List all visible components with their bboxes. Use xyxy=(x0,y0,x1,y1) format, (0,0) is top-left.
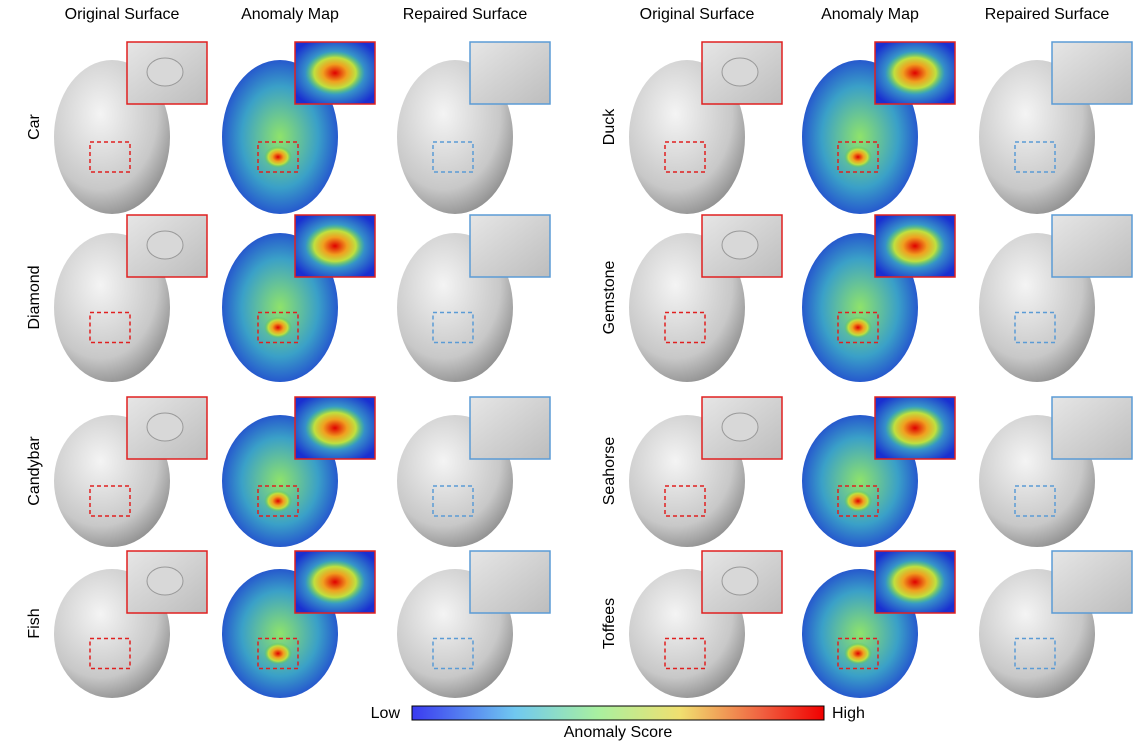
zoom-inset xyxy=(469,550,551,614)
inset-heat xyxy=(885,224,945,268)
row-label: Gemstone xyxy=(601,260,618,334)
row-label: Candybar xyxy=(26,436,43,506)
zoom-inset xyxy=(1051,214,1133,278)
heat-spot xyxy=(844,642,872,665)
row-label: Car xyxy=(26,113,43,139)
inset-heat xyxy=(885,406,945,450)
heat-spot xyxy=(844,490,872,512)
heat-spot xyxy=(264,316,292,339)
heat-spot xyxy=(264,642,292,665)
inset-heat xyxy=(305,51,365,95)
inset-defect xyxy=(721,57,759,87)
inset-heat xyxy=(305,224,365,268)
heat-spot xyxy=(844,316,872,339)
row-label: Toffees xyxy=(601,598,618,649)
inset-heat xyxy=(305,406,365,450)
heat-spot xyxy=(264,146,292,168)
inset-defect xyxy=(146,57,184,87)
inset-heat xyxy=(885,560,945,604)
row-label: Seahorse xyxy=(601,437,618,506)
row-label: Duck xyxy=(601,108,618,145)
panels: Original Surface Anomaly Map Repaired Surf… xyxy=(26,6,1133,698)
column-header: Anomaly Map xyxy=(821,6,919,23)
zoom-inset xyxy=(126,550,208,614)
row-label: Fish xyxy=(26,608,43,638)
inset-defect xyxy=(146,230,184,260)
colorbar xyxy=(411,705,825,721)
inset-defect xyxy=(146,566,184,596)
inset-heat xyxy=(305,560,365,604)
heat-spot xyxy=(844,146,872,168)
inset-heat xyxy=(885,51,945,95)
inset-defect xyxy=(721,230,759,260)
column-header: Repaired Surface xyxy=(985,6,1110,23)
zoom-inset xyxy=(469,396,551,460)
zoom-inset xyxy=(1051,396,1133,460)
inset-defect xyxy=(146,412,184,442)
heat-spot xyxy=(264,490,292,512)
zoom-inset xyxy=(1051,550,1133,614)
colorbar-label: Anomaly Score xyxy=(564,724,673,741)
colorbar-low: Low xyxy=(371,705,401,722)
column-header: Original Surface xyxy=(640,6,755,23)
column-header: Anomaly Map xyxy=(241,6,339,23)
zoom-inset xyxy=(701,41,783,105)
colorbar-high: High xyxy=(832,705,865,722)
column-header: Original Surface xyxy=(65,6,180,23)
zoom-inset xyxy=(469,214,551,278)
inset-defect xyxy=(721,412,759,442)
inset-defect xyxy=(721,566,759,596)
column-header: Repaired Surface xyxy=(403,6,528,23)
zoom-inset xyxy=(469,41,551,105)
row-label: Diamond xyxy=(26,265,43,329)
zoom-inset xyxy=(1051,41,1133,105)
